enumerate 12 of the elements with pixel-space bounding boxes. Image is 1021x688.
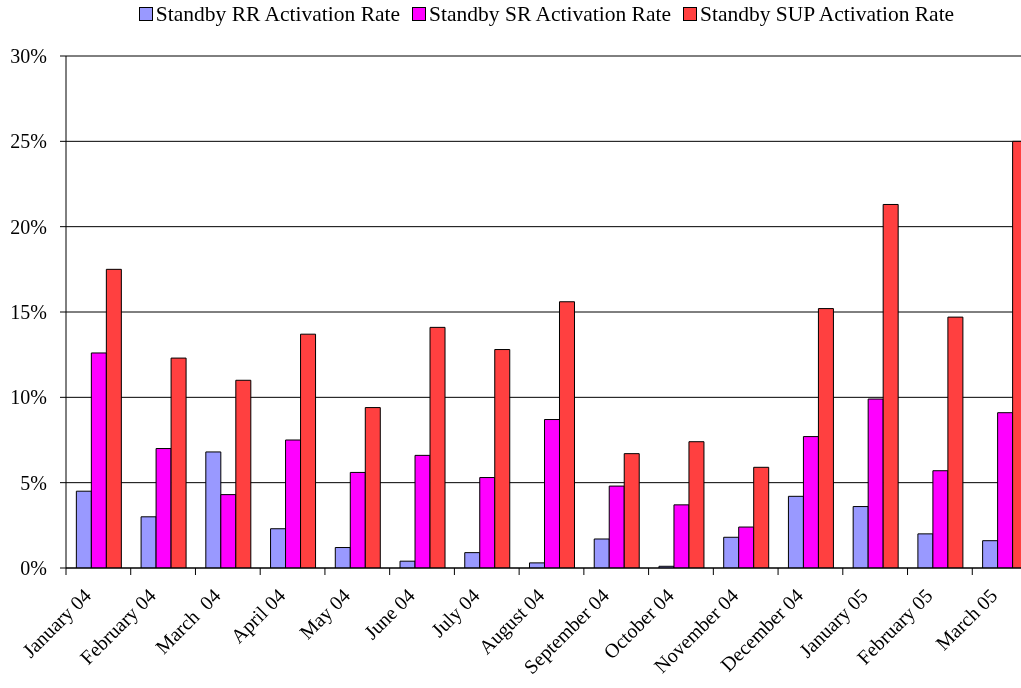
y-tick-label: 10% <box>10 386 47 409</box>
y-tick-label: 30% <box>10 45 47 68</box>
y-tick-label: 20% <box>10 215 47 238</box>
y-tick-label: 25% <box>10 130 47 153</box>
x-tick-label: June 04 <box>359 584 419 644</box>
legend-label: Standby SUP Activation Rate <box>699 1 955 28</box>
legend-label: Standby RR Activation Rate <box>155 1 401 28</box>
y-tick-label: 5% <box>20 471 47 494</box>
y-tick-label: 15% <box>10 301 47 324</box>
legend-label: Standby SR Activation Rate <box>429 1 671 28</box>
x-tick-label: May 04 <box>294 584 355 645</box>
y-tick-label: 0% <box>20 557 47 580</box>
